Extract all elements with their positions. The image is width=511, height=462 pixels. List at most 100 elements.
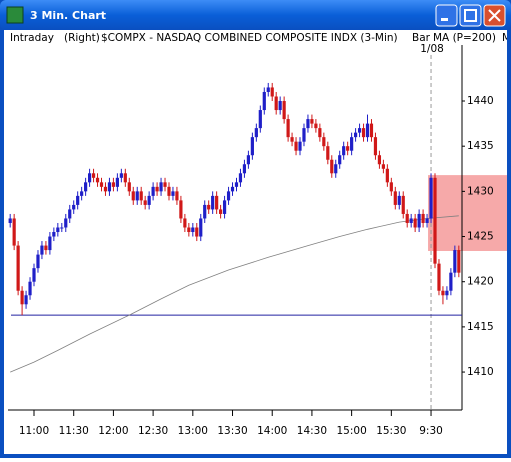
candle-body (159, 182, 163, 192)
candle-body (80, 191, 84, 196)
candle-body (230, 186, 235, 192)
chart-header: Intraday (Right) $COMPX - NASDAQ COMBINED … (10, 32, 507, 44)
header-item: Bar (412, 32, 431, 44)
header-item: MA (P=200) (433, 32, 496, 44)
candle-body (350, 137, 354, 151)
moving-average (10, 215, 459, 373)
candle-body (306, 119, 310, 129)
candle-body (278, 101, 282, 111)
candle-body (322, 137, 326, 147)
candle-body (199, 218, 203, 237)
candle-body (290, 137, 294, 142)
candle-body (258, 110, 262, 129)
candle-body (246, 155, 250, 165)
candle-body (445, 290, 449, 296)
y-tick-label: 1430 (467, 185, 494, 197)
candle-body (8, 218, 12, 223)
candle-body (381, 164, 385, 169)
candle-body (155, 186, 159, 192)
candle-body (175, 191, 179, 201)
candle-body (135, 191, 139, 201)
candle-body (330, 159, 334, 174)
candle-body (36, 254, 40, 269)
highlight-zone (428, 175, 507, 251)
candle-body (409, 218, 413, 223)
candle-body (187, 227, 191, 233)
candle-body (266, 87, 270, 92)
candle-body (294, 141, 298, 151)
candle-body (48, 236, 52, 251)
y-tick-label: 1410 (467, 366, 494, 378)
candle-body (417, 213, 421, 228)
candle-body (191, 227, 195, 233)
maximize-button[interactable] (459, 4, 482, 27)
candle-body (60, 227, 64, 229)
candle-body (203, 204, 207, 219)
y-tick-label: 1415 (467, 321, 494, 333)
candle-body (107, 182, 112, 192)
candle-body (441, 290, 445, 296)
x-tick-label: 15:30 (376, 425, 406, 437)
candle-body (242, 164, 247, 174)
candle-body (28, 281, 32, 296)
candle-body (76, 195, 80, 205)
candle-body (16, 245, 20, 291)
candle-body (68, 209, 72, 219)
y-tick-label: 1425 (467, 231, 494, 243)
candle-body (314, 123, 318, 129)
candle-body (449, 272, 453, 291)
candle-body (334, 164, 338, 174)
candle-body (111, 182, 116, 187)
close-button[interactable] (483, 4, 506, 27)
candle-body (318, 128, 322, 138)
x-tick-label: 12:00 (98, 425, 128, 437)
candle-body (87, 173, 92, 183)
candle-body (338, 155, 342, 165)
candle-body (262, 91, 266, 111)
header-item: Intraday (10, 32, 54, 44)
candle-body (167, 186, 171, 196)
candle-body (151, 186, 155, 196)
candle-body (238, 173, 243, 183)
candle-body (429, 177, 433, 219)
candle-body (393, 191, 397, 205)
candle-body (433, 177, 437, 264)
y-tick-label: 1440 (467, 95, 494, 107)
candle-body (310, 119, 314, 124)
candle-body (207, 204, 211, 210)
candle-body (226, 191, 231, 201)
candle-body (437, 263, 441, 291)
candle-body (377, 155, 382, 165)
candle-body (369, 123, 374, 138)
candle-body (12, 218, 16, 246)
candle-body (179, 200, 183, 219)
candle-body (20, 290, 24, 305)
candle-body (99, 182, 104, 187)
x-tick-label: 11:30 (59, 425, 89, 437)
candle-body (195, 227, 199, 237)
candle-body (123, 173, 127, 183)
minimize-button[interactable] (435, 4, 458, 27)
app-icon (6, 6, 24, 24)
candle-body (52, 232, 56, 237)
candle-body (115, 177, 119, 187)
candle-body (254, 128, 258, 138)
candle-body (357, 128, 362, 133)
candle-body (361, 128, 366, 138)
candle-body (346, 146, 350, 151)
candle-body (103, 186, 108, 192)
candle-body (457, 250, 461, 273)
date-label: 1/08 (420, 43, 444, 55)
candle-body (147, 195, 151, 205)
candle-body (32, 268, 36, 282)
client-area (4, 30, 507, 454)
y-tick-label: 1420 (467, 276, 494, 288)
candle-body (385, 168, 389, 183)
candle-body (353, 132, 358, 138)
candle-body (91, 173, 96, 178)
candle-body (421, 213, 425, 223)
candle-body (171, 191, 175, 196)
candle-body (95, 177, 100, 183)
window-title: 3 Min. Chart (30, 9, 106, 22)
